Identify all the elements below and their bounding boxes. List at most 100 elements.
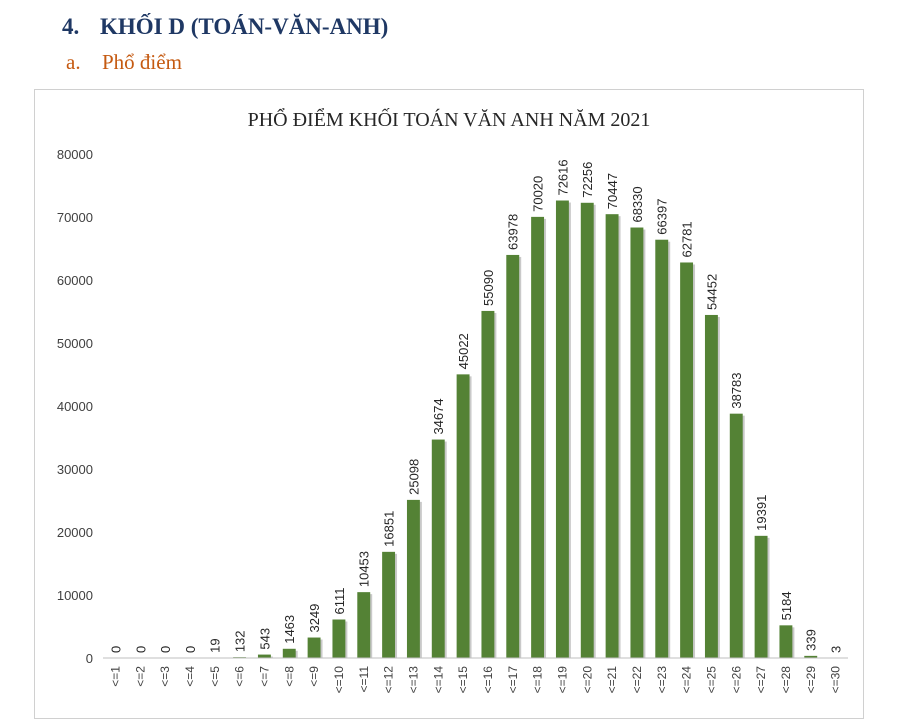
x-tick-label: <=11 (357, 666, 371, 693)
data-label: 3 (829, 646, 844, 653)
x-tick-label: <=24 (680, 666, 694, 694)
x-tick-label: <=22 (630, 666, 644, 694)
y-tick-label: 20000 (57, 525, 93, 540)
x-tick-label: <=29 (804, 666, 818, 694)
data-label: 16851 (382, 511, 397, 547)
bar (754, 535, 768, 658)
bar (332, 619, 346, 658)
bar (655, 239, 669, 658)
x-tick-label: <=20 (580, 666, 594, 694)
y-tick-label: 80000 (57, 147, 93, 162)
data-labels: 0 0 0 0 19 132 543 1463 3249 6111 10453 16851 25098 3… (108, 159, 843, 653)
bar (382, 551, 396, 658)
data-label: 543 (257, 628, 272, 650)
bar (729, 413, 743, 658)
x-tick-label: <=17 (506, 666, 520, 694)
y-tick-label: 10000 (57, 588, 93, 603)
subsection-number: a. (66, 50, 81, 74)
data-label: 72256 (580, 162, 595, 198)
data-label: 54452 (704, 274, 719, 310)
x-tick-label: <=18 (531, 666, 545, 694)
bar (357, 592, 371, 658)
bar (481, 310, 495, 658)
data-label: 66397 (655, 199, 670, 235)
chart-title: PHỔ ĐIỂM KHỐI TOÁN VĂN ANH NĂM 2021 (248, 107, 651, 131)
y-tick-label: 0 (86, 651, 93, 666)
x-tick-label: <=8 (282, 666, 296, 687)
bar (257, 654, 271, 658)
x-tick-label: <=1 (108, 666, 122, 687)
data-label: 70447 (605, 173, 620, 209)
section-number: 4. (62, 14, 80, 39)
data-label: 34674 (431, 398, 446, 434)
x-tick-label: <=15 (456, 666, 470, 694)
x-tick-label: <=6 (233, 666, 247, 687)
y-tick-label: 60000 (57, 273, 93, 288)
data-label: 1463 (282, 615, 297, 644)
x-tick-label: <=25 (704, 666, 718, 694)
chart-frame (34, 89, 864, 719)
bar (680, 262, 694, 658)
data-label: 38783 (729, 373, 744, 409)
y-tick-label: 50000 (57, 336, 93, 351)
y-axis-labels: 0 10000 20000 30000 40000 50000 60000 70000 8000… (57, 147, 93, 666)
bars (208, 200, 843, 658)
bar (630, 227, 644, 658)
data-label: 0 (183, 646, 198, 653)
x-tick-label: <=3 (158, 666, 172, 687)
data-label: 10453 (357, 551, 372, 587)
x-axis-labels: <=1 <=2 <=3 <=4 <=5 <=6 <=7 <=8 <=9 <=10 <=11 <=12 <… (108, 666, 842, 694)
data-label: 0 (108, 646, 123, 653)
data-label: 0 (158, 646, 173, 653)
bar (506, 254, 520, 658)
data-label: 5184 (779, 591, 794, 620)
x-tick-label: <=23 (655, 666, 669, 694)
data-label: 68330 (630, 186, 645, 222)
x-tick-label: <=5 (208, 666, 222, 687)
subsection-title: Phổ điểm (102, 50, 182, 74)
x-tick-label: <=9 (307, 666, 321, 687)
x-tick-label: <=2 (133, 666, 147, 687)
x-tick-label: <=14 (431, 666, 445, 694)
data-label: 19 (208, 638, 223, 652)
bar (282, 648, 296, 658)
y-tick-label: 40000 (57, 399, 93, 414)
y-tick-label: 70000 (57, 210, 93, 225)
data-label: 63978 (506, 214, 521, 250)
data-label: 25098 (406, 459, 421, 495)
data-label: 19391 (754, 495, 769, 531)
data-label: 70020 (531, 176, 546, 212)
x-tick-label: <=7 (257, 666, 271, 687)
x-tick-label: <=26 (729, 666, 743, 694)
section-heading: 4. KHỐI D (TOÁN-VĂN-ANH) (62, 14, 388, 40)
data-label: 72616 (555, 159, 570, 195)
bar (605, 214, 619, 658)
x-tick-label: <=13 (406, 666, 420, 694)
data-label: 132 (233, 630, 248, 652)
data-label: 339 (804, 629, 819, 651)
subsection-heading: a. Phổ điểm (66, 50, 182, 75)
x-tick-label: <=21 (605, 666, 619, 694)
data-label: 45022 (456, 333, 471, 369)
x-tick-label: <=28 (779, 666, 793, 694)
data-label: 6111 (332, 588, 347, 615)
x-tick-label: <=10 (332, 666, 346, 694)
x-tick-label: <=12 (382, 666, 396, 694)
y-tick-label: 30000 (57, 462, 93, 477)
data-label: 3249 (307, 604, 322, 633)
bar (580, 202, 594, 658)
x-tick-label: <=4 (183, 666, 197, 687)
data-label: 0 (133, 646, 148, 653)
data-label: 62781 (680, 221, 695, 257)
bar (779, 625, 793, 658)
x-tick-label: <=27 (754, 666, 768, 694)
x-tick-label: <=30 (829, 666, 843, 694)
data-label: 55090 (481, 270, 496, 306)
bar (431, 439, 445, 658)
bar (804, 655, 818, 658)
bar (555, 200, 569, 658)
bar (307, 637, 321, 658)
bar (704, 314, 718, 658)
bar (456, 374, 470, 658)
